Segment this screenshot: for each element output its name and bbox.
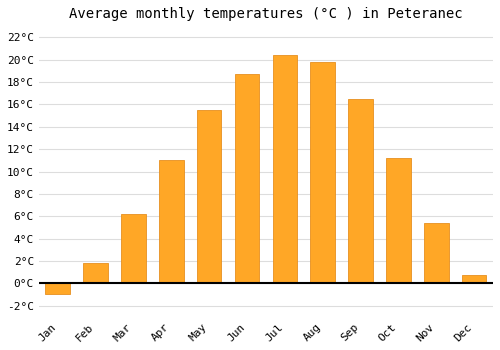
Bar [424,223,448,283]
Bar [234,74,260,283]
Bar [310,62,335,283]
Bar [84,263,108,283]
Bar [348,99,373,283]
Bar [386,158,410,283]
Bar [46,283,70,294]
Title: Average monthly temperatures (°C ) in Peteranec: Average monthly temperatures (°C ) in Pe… [69,7,462,21]
Bar [272,55,297,283]
Bar [197,110,222,283]
Bar [121,214,146,283]
Bar [159,160,184,283]
Bar [462,275,486,283]
